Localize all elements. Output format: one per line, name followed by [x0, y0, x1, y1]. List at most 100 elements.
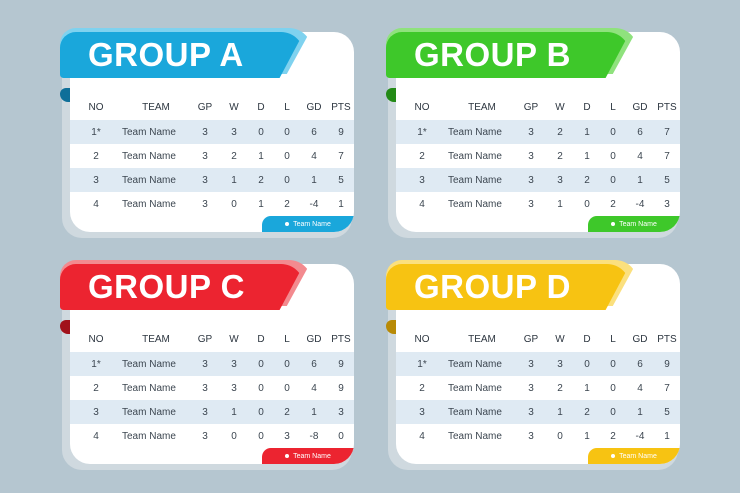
table-body: 1* Team Name 3 2 1 0 6 7 2 Team Name 3 2…	[396, 120, 680, 216]
table-row: 1* Team Name 3 3 0 0 6 9	[70, 120, 354, 144]
cell-gp: 3	[528, 382, 534, 394]
cell-team: Team Name	[122, 198, 176, 210]
header-d: D	[257, 101, 265, 113]
cell-w: 1	[231, 406, 237, 418]
standings-card: NO TEAM GP W D L GD PTS 1* Team Name 3 3…	[70, 264, 354, 464]
cell-gp: 3	[528, 126, 534, 138]
header-l: L	[610, 101, 616, 113]
table-row: 4 Team Name 3 0 1 2 -4 1	[70, 192, 354, 216]
group-c-card: NO TEAM GP W D L GD PTS 1* Team Name 3 3…	[60, 260, 370, 470]
cell-d: 0	[584, 198, 590, 210]
header-team: TEAM	[468, 101, 496, 113]
table-row: 4 Team Name 3 0 1 2 -4 1	[396, 424, 680, 448]
cell-pts: 9	[664, 358, 670, 370]
cell-gd: 6	[311, 126, 317, 138]
table-header: NO TEAM GP W D L GD PTS	[70, 326, 354, 352]
cell-gp: 3	[528, 198, 534, 210]
cell-gp: 3	[528, 430, 534, 442]
cell-gd: -4	[635, 198, 645, 210]
cell-no: 2	[419, 150, 425, 162]
cell-team: Team Name	[448, 430, 502, 442]
cell-gp: 3	[202, 358, 208, 370]
cell-pts: 5	[338, 174, 344, 186]
cell-d: 0	[258, 126, 264, 138]
group-title-banner: GROUP B	[386, 32, 630, 78]
cell-l: 2	[284, 198, 290, 210]
cell-d: 1	[584, 382, 590, 394]
cell-l: 3	[284, 430, 290, 442]
table-row: 3 Team Name 3 1 0 2 1 3	[70, 400, 354, 424]
cell-gd: 6	[637, 126, 643, 138]
cell-gp: 3	[202, 198, 208, 210]
table-header: NO TEAM GP W D L GD PTS	[396, 326, 680, 352]
cell-w: 1	[557, 198, 563, 210]
header-gp: GP	[197, 333, 213, 345]
header-l: L	[610, 333, 616, 345]
table-body: 1* Team Name 3 3 0 0 6 9 2 Team Name 3 2…	[70, 120, 354, 216]
cell-w: 1	[557, 406, 563, 418]
bullet-dot-icon	[611, 222, 616, 226]
cell-w: 2	[231, 150, 237, 162]
cell-gp: 3	[202, 406, 208, 418]
cell-team: Team Name	[122, 406, 176, 418]
header-team: TEAM	[468, 333, 496, 345]
cell-gd: 6	[637, 358, 643, 370]
cell-team: Team Name	[448, 358, 502, 370]
cell-gp: 3	[528, 358, 534, 370]
cell-w: 1	[231, 174, 237, 186]
cell-pts: 3	[338, 406, 344, 418]
cell-w: 3	[557, 174, 563, 186]
cell-gp: 3	[528, 406, 534, 418]
standings-table: NO TEAM GP W D L GD PTS 1* Team Name 3 3…	[70, 94, 354, 216]
cell-pts: 0	[338, 430, 344, 442]
cell-no: 1*	[91, 358, 101, 370]
cell-gd: -4	[635, 430, 645, 442]
cell-no: 2	[93, 150, 99, 162]
cell-team: Team Name	[448, 126, 502, 138]
group-title: GROUP B	[414, 36, 571, 73]
header-no: NO	[88, 333, 104, 345]
cell-d: 0	[258, 358, 264, 370]
group-b-card: NO TEAM GP W D L GD PTS 1* Team Name 3 2…	[386, 28, 696, 238]
table-header: NO TEAM GP W D L GD PTS	[70, 94, 354, 120]
header-no: NO	[88, 101, 104, 113]
table-body: 1* Team Name 3 3 0 0 6 9 2 Team Name 3 2…	[396, 352, 680, 448]
cell-pts: 5	[664, 174, 670, 186]
header-gd: GD	[306, 101, 322, 113]
cell-gp: 3	[528, 174, 534, 186]
cell-no: 2	[93, 382, 99, 394]
standings-table: NO TEAM GP W D L GD PTS 1* Team Name 3 3…	[70, 326, 354, 448]
cell-gd: -8	[309, 430, 319, 442]
cell-team: Team Name	[122, 382, 176, 394]
cell-pts: 1	[338, 198, 344, 210]
cell-w: 0	[231, 198, 237, 210]
cell-gd: 1	[637, 174, 643, 186]
cell-no: 4	[419, 198, 425, 210]
cell-team: Team Name	[448, 150, 502, 162]
table-row: 4 Team Name 3 0 0 3 -8 0	[70, 424, 354, 448]
cell-pts: 9	[338, 126, 344, 138]
cell-w: 3	[231, 382, 237, 394]
cell-pts: 7	[664, 126, 670, 138]
table-row: 2 Team Name 3 3 0 0 4 9	[70, 376, 354, 400]
bullet-dot-icon	[611, 454, 616, 458]
cell-w: 3	[557, 358, 563, 370]
cell-pts: 3	[664, 198, 670, 210]
group-title: GROUP D	[414, 268, 571, 305]
cell-d: 0	[258, 382, 264, 394]
header-w: W	[229, 333, 239, 345]
cell-pts: 9	[338, 358, 344, 370]
cell-pts: 1	[664, 430, 670, 442]
table-row: 2 Team Name 3 2 1 0 4 7	[396, 144, 680, 168]
cell-l: 0	[284, 382, 290, 394]
cell-team: Team Name	[448, 174, 502, 186]
cell-d: 2	[584, 174, 590, 186]
cell-d: 1	[258, 150, 264, 162]
header-w: W	[555, 101, 565, 113]
cell-d: 2	[584, 406, 590, 418]
cell-team: Team Name	[448, 198, 502, 210]
header-gd: GD	[632, 333, 648, 345]
cell-gd: 4	[637, 150, 643, 162]
header-d: D	[583, 101, 591, 113]
cell-w: 2	[557, 382, 563, 394]
